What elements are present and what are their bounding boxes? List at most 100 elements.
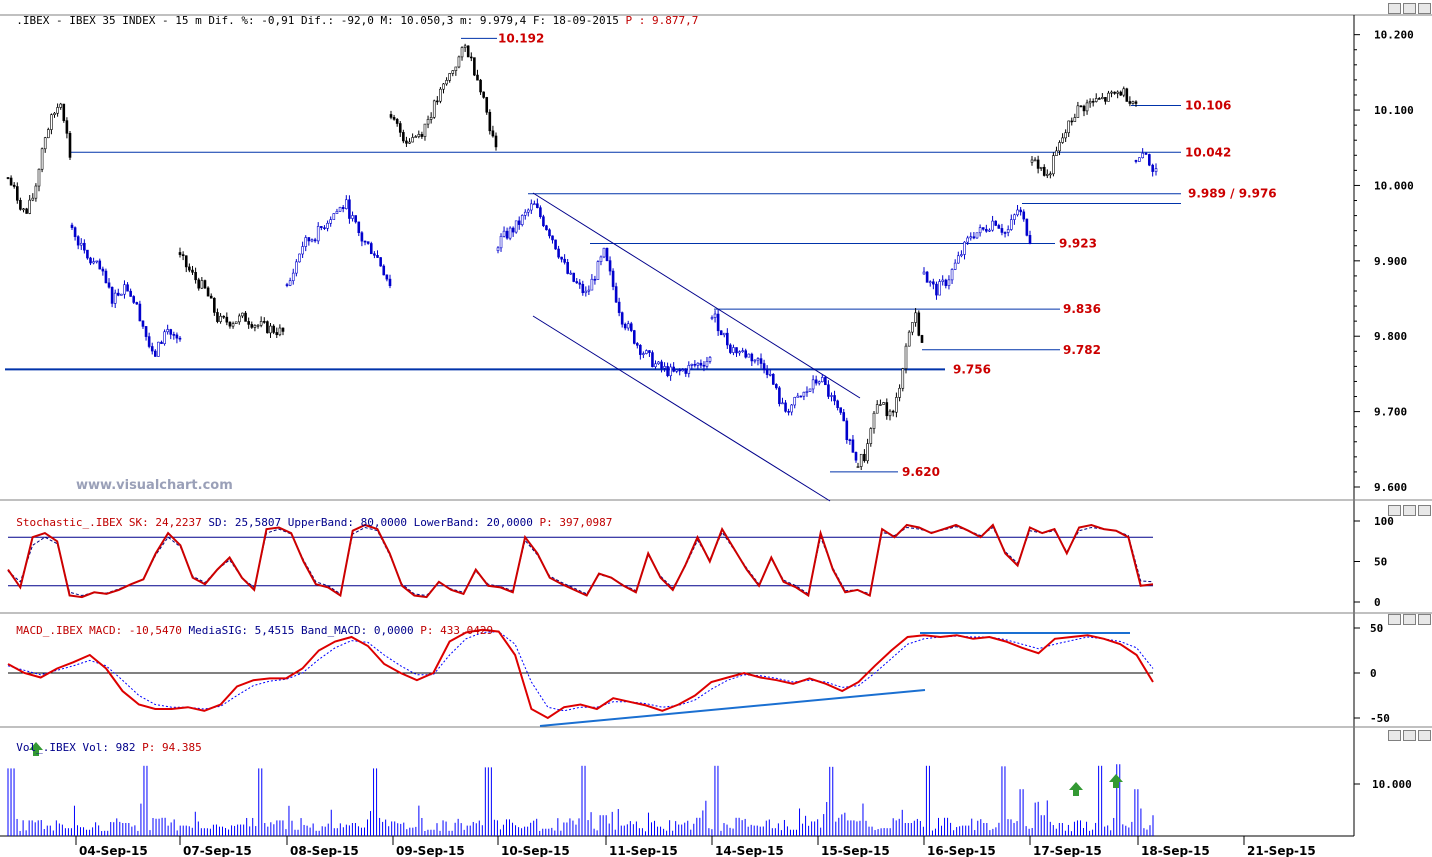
candle-body xyxy=(53,112,56,116)
macd-signal-line xyxy=(7,631,1154,712)
candle-body xyxy=(848,439,852,442)
trend-channel xyxy=(532,192,861,502)
minimize-button-vol[interactable] xyxy=(1388,730,1401,741)
price-candles xyxy=(6,43,1158,471)
candle-body xyxy=(836,400,839,408)
close-button-macd[interactable] xyxy=(1418,614,1431,625)
candle-body xyxy=(708,357,712,362)
candle-body xyxy=(101,268,105,272)
close-button-main[interactable] xyxy=(1418,3,1431,14)
candle-body xyxy=(1082,105,1086,112)
candle-body xyxy=(432,100,436,118)
candle-body xyxy=(735,347,738,354)
candle-body xyxy=(98,260,102,270)
candle-body xyxy=(451,70,455,74)
minimize-button-main[interactable] xyxy=(1388,3,1401,14)
candle-body xyxy=(56,107,59,114)
candle-body xyxy=(357,221,361,234)
candle-body xyxy=(1061,137,1064,143)
main-header: .IBEX - IBEX 35 INDEX - 15 m Dif. %: -0,… xyxy=(3,1,698,27)
candle-body xyxy=(928,281,932,284)
candle-body xyxy=(46,129,50,139)
stoch-sk: SK: 24,2237 xyxy=(122,516,202,529)
candle-body xyxy=(1151,164,1154,172)
candle-body xyxy=(304,237,308,247)
candle-body xyxy=(222,315,225,318)
stoch-header: Stochastic_.IBEX SK: 24,2237 SD: 25,5807… xyxy=(3,503,612,529)
candle-body xyxy=(50,114,53,130)
time-tick-label: 04-Sep-15 xyxy=(79,844,148,857)
candle-body xyxy=(123,284,126,295)
candle-body xyxy=(144,326,148,337)
candle-body xyxy=(914,312,917,323)
candle-body xyxy=(110,286,114,304)
candle-body xyxy=(1144,152,1148,155)
candle-body xyxy=(175,334,179,339)
candle-body xyxy=(178,252,182,255)
maximize-button-main[interactable] xyxy=(1403,3,1416,14)
level-label: 9.923 xyxy=(1059,236,1097,250)
maximize-button-stoch[interactable] xyxy=(1403,505,1416,516)
maximize-button-macd[interactable] xyxy=(1403,614,1416,625)
macd-panel: -50 0 50 xyxy=(7,622,1390,727)
minimize-button-stoch[interactable] xyxy=(1388,505,1401,516)
minimize-button-macd[interactable] xyxy=(1388,614,1401,625)
candle-body xyxy=(947,279,951,286)
candle-body xyxy=(141,320,145,327)
candle-body xyxy=(762,363,766,371)
candle-body xyxy=(956,255,960,264)
candle-body xyxy=(827,384,830,397)
candle-body xyxy=(950,269,954,281)
candle-body xyxy=(696,362,700,366)
candle-body xyxy=(991,220,994,231)
candle-body xyxy=(288,280,292,286)
candle-body xyxy=(1085,102,1089,112)
close-button-vol[interactable] xyxy=(1418,730,1431,741)
candle-body xyxy=(888,410,892,417)
candle-body xyxy=(771,373,775,385)
candle-body xyxy=(505,230,509,239)
price-tick-label: 10.200 xyxy=(1374,29,1414,42)
time-tick-label: 11-Sep-15 xyxy=(609,844,678,857)
candle-body xyxy=(188,266,191,271)
macd-prefix: MACD_.IBEX xyxy=(16,624,83,637)
candle-body xyxy=(672,366,675,372)
candle-body xyxy=(866,443,869,462)
candle-body xyxy=(6,177,10,179)
candle-body xyxy=(1079,105,1083,108)
candle-body xyxy=(596,261,600,280)
level-labels: 10.192 10.106 10.042 9.989 / 9.976 9.923 9.83… xyxy=(498,31,1277,478)
candle-body xyxy=(442,83,445,90)
candle-body xyxy=(402,132,405,142)
candle-body xyxy=(345,199,348,209)
candle-body xyxy=(678,369,682,372)
candle-body xyxy=(917,312,921,336)
candle-body xyxy=(732,347,735,353)
candle-body xyxy=(95,260,98,263)
candle-body xyxy=(34,185,38,199)
candle-body xyxy=(508,227,512,239)
maximize-button-vol[interactable] xyxy=(1403,730,1416,741)
candle-body xyxy=(741,350,744,352)
time-tick-label: 09-Sep-15 xyxy=(396,844,465,857)
candle-body xyxy=(129,290,132,297)
candle-body xyxy=(539,207,542,218)
candle-body xyxy=(569,272,572,275)
candle-body xyxy=(1154,168,1158,172)
candle-body xyxy=(341,206,345,209)
candle-body xyxy=(19,199,22,210)
candle-body xyxy=(575,281,579,284)
candle-body xyxy=(1134,160,1138,162)
candle-body xyxy=(113,292,117,304)
candle-body xyxy=(551,235,554,241)
candle-body xyxy=(351,215,354,219)
candle-body xyxy=(479,79,482,93)
close-button-stoch[interactable] xyxy=(1418,505,1431,516)
candle-body xyxy=(234,321,238,324)
candle-body xyxy=(360,232,364,242)
macd-tick-label: 50 xyxy=(1370,622,1383,635)
candle-body xyxy=(247,321,250,325)
candle-body xyxy=(454,66,458,71)
up-arrow-icon xyxy=(1109,774,1123,788)
candle-body xyxy=(768,373,772,376)
